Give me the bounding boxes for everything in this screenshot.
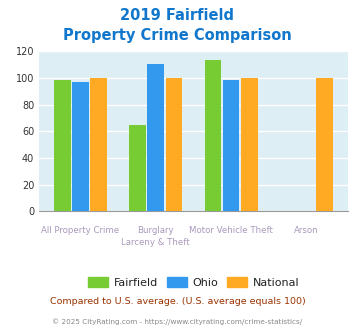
Text: Motor Vehicle Theft: Motor Vehicle Theft bbox=[189, 226, 273, 235]
Legend: Fairfield, Ohio, National: Fairfield, Ohio, National bbox=[83, 273, 304, 292]
Bar bbox=[205, 60, 222, 211]
Text: Burglary: Burglary bbox=[137, 226, 174, 235]
Text: Larceny & Theft: Larceny & Theft bbox=[121, 238, 190, 248]
Bar bbox=[316, 78, 333, 211]
Text: Compared to U.S. average. (U.S. average equals 100): Compared to U.S. average. (U.S. average … bbox=[50, 297, 305, 306]
Text: © 2025 CityRating.com - https://www.cityrating.com/crime-statistics/: © 2025 CityRating.com - https://www.city… bbox=[53, 318, 302, 325]
Text: All Property Crime: All Property Crime bbox=[42, 226, 120, 235]
Bar bbox=[54, 81, 71, 211]
Bar bbox=[241, 78, 257, 211]
Bar bbox=[223, 81, 240, 211]
Text: Property Crime Comparison: Property Crime Comparison bbox=[63, 28, 292, 43]
Text: Arson: Arson bbox=[294, 226, 319, 235]
Bar bbox=[147, 64, 164, 211]
Bar bbox=[165, 78, 182, 211]
Bar bbox=[130, 124, 146, 211]
Bar bbox=[90, 78, 107, 211]
Text: 2019 Fairfield: 2019 Fairfield bbox=[120, 8, 235, 23]
Bar bbox=[72, 82, 89, 211]
